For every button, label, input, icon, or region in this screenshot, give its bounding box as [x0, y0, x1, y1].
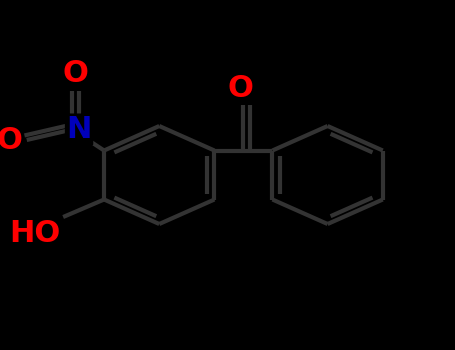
- Text: O: O: [62, 58, 88, 88]
- Text: O: O: [228, 74, 253, 103]
- Text: O: O: [0, 126, 22, 154]
- Text: HO: HO: [10, 219, 61, 248]
- Text: N: N: [66, 115, 92, 144]
